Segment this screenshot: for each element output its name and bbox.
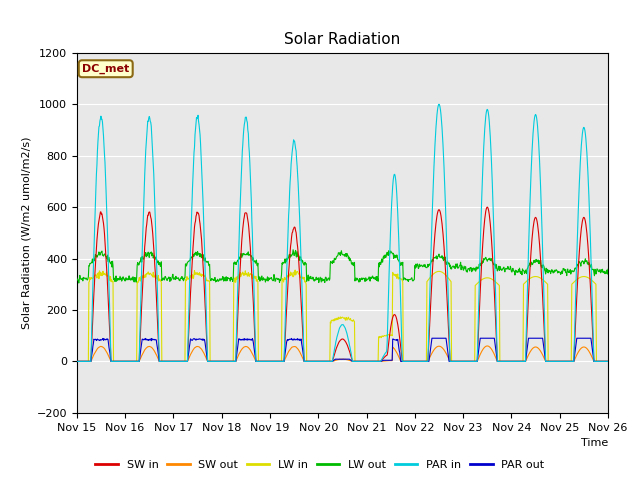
PAR out — [510, 359, 518, 364]
LW out — [511, 268, 518, 274]
LW in — [239, 269, 246, 275]
SW out — [497, 359, 504, 364]
Text: DC_met: DC_met — [82, 64, 129, 74]
LW out — [75, 280, 83, 286]
SW in — [442, 267, 449, 273]
LW in — [311, 359, 319, 364]
PAR in — [604, 359, 612, 364]
PAR out — [428, 336, 436, 341]
LW out — [443, 262, 451, 267]
LW in — [604, 359, 612, 364]
SW in — [510, 359, 518, 364]
PAR in — [510, 359, 518, 364]
PAR in — [435, 101, 443, 107]
Line: SW out: SW out — [77, 346, 608, 361]
Legend: SW in, SW out, LW in, LW out, PAR in, PAR out: SW in, SW out, LW in, LW out, PAR in, PA… — [91, 456, 549, 474]
LW in — [73, 359, 81, 364]
LW out — [303, 278, 310, 284]
SW out — [73, 359, 81, 364]
PAR out — [442, 336, 450, 341]
SW out — [310, 359, 318, 364]
LW in — [291, 267, 299, 273]
Line: LW in: LW in — [77, 270, 608, 361]
Line: SW in: SW in — [77, 207, 608, 361]
SW out — [442, 349, 449, 355]
PAR in — [302, 359, 310, 364]
SW in — [310, 359, 318, 364]
Title: Solar Radiation: Solar Radiation — [284, 33, 401, 48]
SW in — [73, 359, 81, 364]
PAR out — [239, 337, 246, 343]
LW in — [497, 359, 504, 364]
LW out — [239, 251, 247, 257]
SW out — [510, 359, 518, 364]
PAR out — [497, 359, 504, 364]
LW out — [312, 277, 319, 283]
SW in — [497, 359, 504, 364]
LW out — [289, 247, 297, 252]
LW out — [73, 275, 81, 281]
Line: PAR in: PAR in — [77, 104, 608, 361]
X-axis label: Time: Time — [580, 438, 608, 448]
Y-axis label: Solar Radiation (W/m2 umol/m2/s): Solar Radiation (W/m2 umol/m2/s) — [21, 136, 31, 329]
PAR in — [442, 219, 450, 225]
LW out — [604, 266, 612, 272]
SW in — [302, 359, 310, 364]
PAR out — [302, 359, 310, 364]
LW in — [442, 273, 450, 278]
SW in — [604, 359, 612, 364]
SW in — [239, 226, 246, 231]
SW out — [302, 359, 310, 364]
PAR in — [239, 142, 246, 147]
SW in — [483, 204, 491, 210]
LW out — [497, 267, 505, 273]
SW out — [239, 345, 246, 351]
LW in — [510, 359, 518, 364]
PAR in — [310, 359, 318, 364]
SW out — [483, 343, 491, 349]
PAR out — [73, 359, 81, 364]
PAR out — [604, 359, 612, 364]
PAR in — [497, 359, 504, 364]
Line: LW out: LW out — [77, 250, 608, 283]
PAR out — [310, 359, 318, 364]
SW out — [604, 359, 612, 364]
LW in — [302, 282, 310, 288]
Line: PAR out: PAR out — [77, 338, 608, 361]
PAR in — [73, 359, 81, 364]
